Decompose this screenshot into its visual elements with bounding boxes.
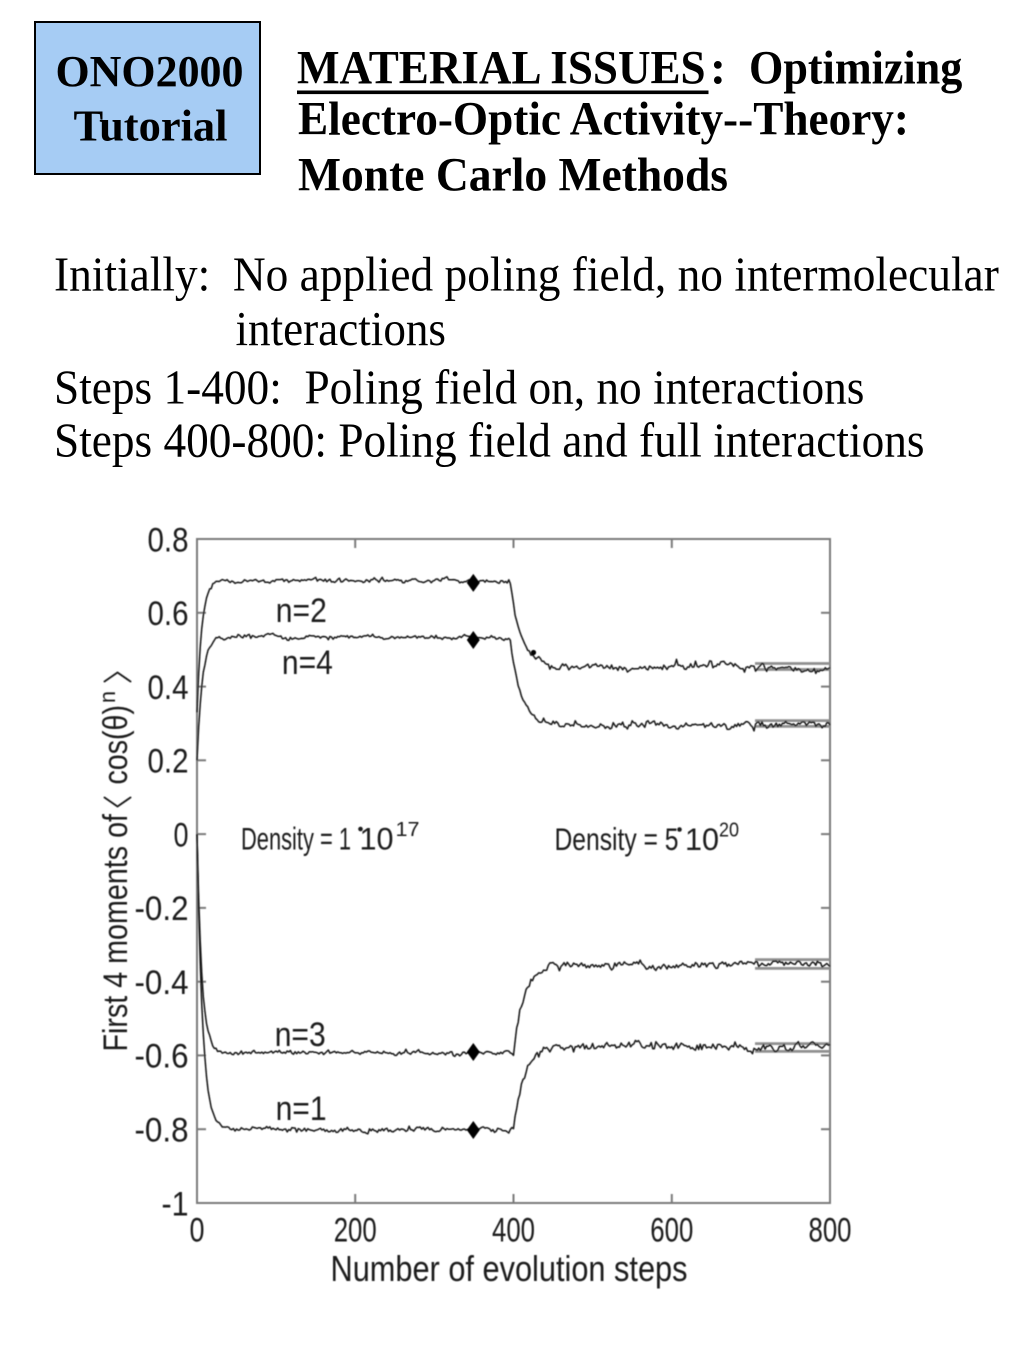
svg-text:n=3: n=3 (275, 1016, 326, 1054)
svg-text:Optimizing: Optimizing (749, 42, 962, 95)
svg-text:10: 10 (685, 821, 719, 857)
svg-text:200: 200 (334, 1211, 377, 1249)
svg-text:n=1: n=1 (276, 1090, 327, 1128)
svg-text:-0.2: -0.2 (135, 890, 189, 928)
svg-text:0.6: 0.6 (148, 595, 189, 633)
svg-text:Density = 1: Density = 1 (241, 821, 351, 857)
svg-text:Steps 400-800: Poling field an: Steps 400-800: Poling field and full int… (54, 413, 925, 468)
svg-text:Electro-Optic Activity--Theory: Electro-Optic Activity--Theory: (298, 93, 909, 146)
svg-text:ONO2000: ONO2000 (56, 46, 244, 96)
svg-text:0.4: 0.4 (148, 669, 189, 707)
svg-text:600: 600 (650, 1211, 693, 1249)
svg-text:Number of evolution steps: Number of evolution steps (331, 1248, 688, 1289)
svg-text:MATERIAL ISSUES: MATERIAL ISSUES (297, 42, 706, 95)
svg-text:-0.6: -0.6 (135, 1038, 189, 1076)
svg-text:-0.8: -0.8 (135, 1112, 189, 1150)
svg-text:n: n (95, 691, 120, 703)
svg-text:Monte Carlo Methods: Monte Carlo Methods (298, 149, 728, 202)
svg-text:20: 20 (719, 820, 739, 842)
svg-text::: : (710, 42, 726, 95)
svg-text:800: 800 (809, 1211, 852, 1249)
svg-text:-0.4: -0.4 (135, 964, 189, 1002)
svg-text:Density = 5: Density = 5 (555, 821, 679, 857)
svg-text:n=2: n=2 (276, 592, 327, 630)
svg-text:Initially: No applied poling: Initially: No applied poling field, no i… (54, 247, 999, 302)
svg-text:cos(θ): cos(θ) (97, 705, 135, 785)
svg-text:interactions: interactions (236, 301, 447, 356)
svg-text:First 4 moments of: First 4 moments of (97, 814, 135, 1052)
svg-text:0.8: 0.8 (148, 521, 189, 559)
svg-text:0.2: 0.2 (148, 743, 189, 781)
svg-text:17: 17 (396, 819, 420, 841)
svg-text:10: 10 (360, 821, 394, 857)
svg-text:0: 0 (174, 816, 189, 854)
svg-text:Steps 1-400: Poling field on,: Steps 1-400: Poling field on, no interac… (54, 360, 864, 415)
svg-text:400: 400 (492, 1211, 535, 1249)
svg-text:-1: -1 (162, 1185, 189, 1223)
svg-text:n=4: n=4 (282, 644, 333, 682)
svg-text:0: 0 (190, 1211, 205, 1249)
svg-text:Tutorial: Tutorial (74, 101, 228, 151)
